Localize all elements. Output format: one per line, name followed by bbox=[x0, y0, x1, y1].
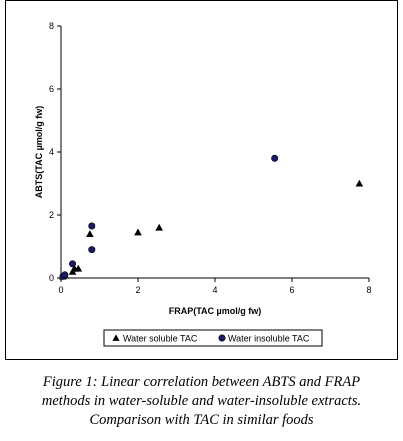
legend-triangle-marker bbox=[112, 334, 120, 341]
legend-circle-marker bbox=[218, 334, 226, 342]
y-tick-label: 0 bbox=[49, 273, 54, 283]
y-axis-title: ABTS(TAC µmol/g fw) bbox=[34, 106, 44, 199]
chart-frame bbox=[5, 0, 398, 360]
point-water-soluble bbox=[86, 230, 94, 237]
point-water-insoluble bbox=[88, 222, 96, 230]
point-water-soluble bbox=[134, 228, 142, 236]
legend-entry-water-soluble: Water soluble TAC bbox=[123, 334, 198, 344]
axes: 0 2 4 6 8 0 2 4 6 8 bbox=[49, 21, 372, 295]
point-water-soluble bbox=[74, 264, 83, 272]
caption-line-1: Figure 1: Linear correlation between ABT… bbox=[42, 374, 361, 390]
x-tick-label: 0 bbox=[58, 285, 63, 295]
caption-line-3: Comparison with TAC in similar foods bbox=[89, 412, 314, 428]
x-tick-label: 4 bbox=[212, 285, 217, 295]
point-water-insoluble bbox=[88, 246, 96, 254]
point-water-insoluble bbox=[271, 154, 279, 162]
y-tick-label: 4 bbox=[49, 147, 54, 157]
data-points bbox=[59, 154, 364, 280]
legend: Water soluble TAC Water insoluble TAC bbox=[103, 329, 323, 347]
x-tick-label: 2 bbox=[135, 285, 140, 295]
point-water-soluble bbox=[155, 223, 163, 231]
figure-caption: Figure 1: Linear correlation between ABT… bbox=[0, 373, 403, 430]
y-tick-label: 2 bbox=[49, 210, 54, 220]
point-water-insoluble bbox=[69, 260, 77, 268]
point-water-soluble bbox=[355, 179, 364, 187]
caption-line-2: methods in water-soluble and water-insol… bbox=[41, 393, 362, 409]
y-tick-label: 8 bbox=[49, 21, 54, 31]
legend-entry-water-insoluble: Water insoluble TAC bbox=[228, 334, 310, 344]
point-water-insoluble bbox=[61, 271, 69, 279]
y-tick-label: 6 bbox=[49, 84, 54, 94]
x-axis-title: FRAP(TAC µmol/g fw) bbox=[169, 306, 262, 316]
x-tick-label: 6 bbox=[289, 285, 294, 295]
x-tick-label: 8 bbox=[366, 285, 371, 295]
legend-box bbox=[103, 329, 323, 347]
scatter-chart: 0 2 4 6 8 0 2 4 6 8 FRAP(TAC µmol/g fw) ABTS(TAC … bbox=[34, 21, 372, 347]
